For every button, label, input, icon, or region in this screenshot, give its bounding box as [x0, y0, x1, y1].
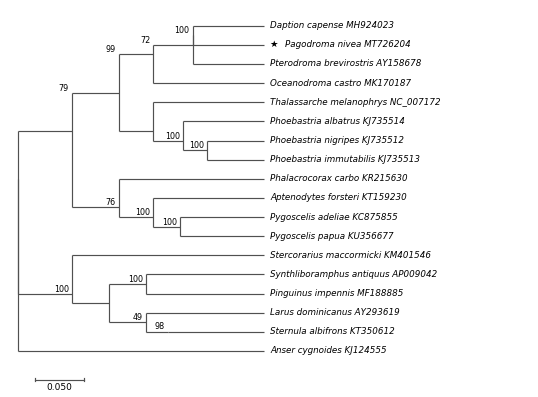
Text: Sternula albifrons KT350612: Sternula albifrons KT350612	[270, 327, 395, 336]
Text: 100: 100	[189, 141, 204, 150]
Text: 100: 100	[128, 275, 143, 284]
Text: 100: 100	[54, 285, 69, 293]
Text: 98: 98	[155, 322, 165, 331]
Text: 100: 100	[162, 218, 178, 227]
Text: Phalacrocorax carbo KR215630: Phalacrocorax carbo KR215630	[270, 174, 408, 183]
Text: Pagodroma nivea MT726204: Pagodroma nivea MT726204	[285, 40, 410, 49]
Text: Phoebastria nigripes KJ735512: Phoebastria nigripes KJ735512	[270, 136, 404, 145]
Text: 0.050: 0.050	[46, 383, 73, 392]
Text: 72: 72	[140, 36, 150, 45]
Text: Pygoscelis adeliae KC875855: Pygoscelis adeliae KC875855	[270, 212, 398, 222]
Text: Pygoscelis papua KU356677: Pygoscelis papua KU356677	[270, 232, 394, 241]
Text: Pterodroma brevirostris AY158678: Pterodroma brevirostris AY158678	[270, 60, 421, 69]
Text: Synthliboramphus antiquus AP009042: Synthliboramphus antiquus AP009042	[270, 270, 437, 279]
Text: 79: 79	[59, 84, 69, 93]
Text: 100: 100	[175, 26, 189, 35]
Text: 100: 100	[135, 208, 150, 217]
Text: Phoebastria immutabilis KJ735513: Phoebastria immutabilis KJ735513	[270, 155, 420, 164]
Text: Phoebastria albatrus KJ735514: Phoebastria albatrus KJ735514	[270, 117, 405, 126]
Text: Stercorarius maccormicki KM401546: Stercorarius maccormicki KM401546	[270, 251, 431, 260]
Text: Oceanodroma castro MK170187: Oceanodroma castro MK170187	[270, 79, 411, 88]
Text: Pinguinus impennis MF188885: Pinguinus impennis MF188885	[270, 289, 404, 298]
Text: Daption capense MH924023: Daption capense MH924023	[270, 21, 394, 30]
Text: Larus dominicanus AY293619: Larus dominicanus AY293619	[270, 308, 400, 317]
Text: 99: 99	[105, 45, 116, 54]
Text: 49: 49	[133, 313, 143, 322]
Text: 76: 76	[105, 198, 116, 208]
Text: ★: ★	[270, 40, 282, 49]
Text: Thalassarche melanophrys NC_007172: Thalassarche melanophrys NC_007172	[270, 98, 441, 107]
Text: Aptenodytes forsteri KT159230: Aptenodytes forsteri KT159230	[270, 193, 407, 202]
Text: Anser cygnoides KJ124555: Anser cygnoides KJ124555	[270, 347, 387, 355]
Text: 100: 100	[165, 131, 180, 141]
